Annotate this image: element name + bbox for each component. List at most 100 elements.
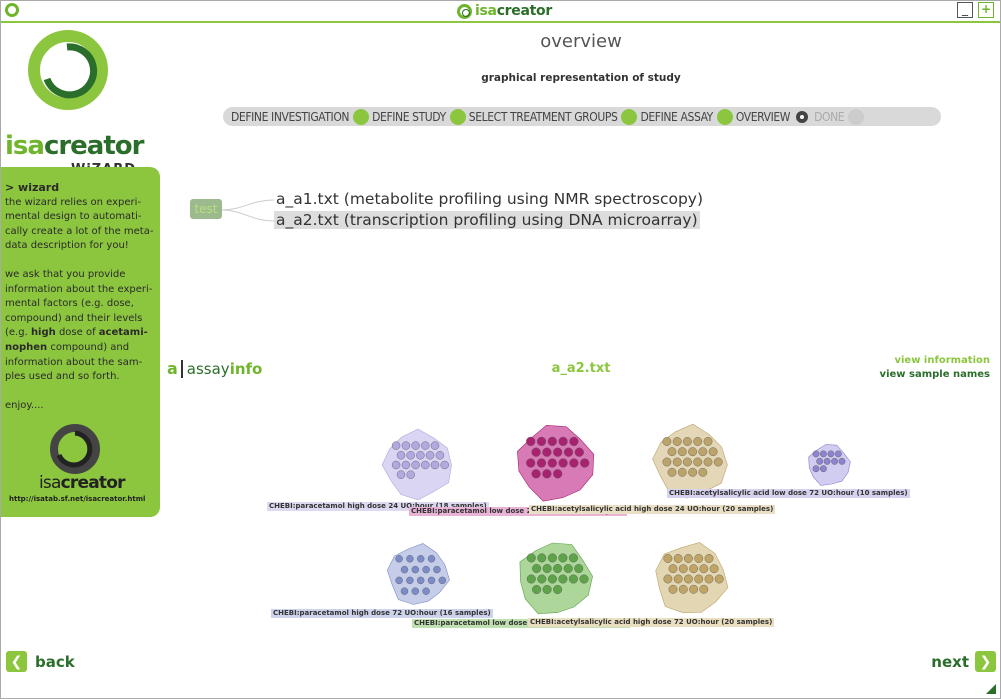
sample-dot[interactable] [526, 458, 536, 468]
sample-dot[interactable] [823, 457, 831, 465]
group-bubble[interactable] [650, 538, 732, 620]
sample-dot[interactable] [684, 554, 693, 563]
back-button[interactable]: ❮ back [6, 651, 75, 672]
step-select-treatment-groups[interactable]: SELECT TREATMENT GROUPS [469, 108, 641, 125]
sample-dot[interactable] [547, 574, 557, 584]
sample-dot[interactable] [422, 587, 430, 595]
step-define-study[interactable]: DEFINE STUDY [372, 108, 469, 125]
sample-dot[interactable] [819, 450, 827, 458]
sample-dot[interactable] [699, 564, 709, 574]
sample-dot[interactable] [391, 460, 401, 470]
sample-dot[interactable] [831, 457, 838, 465]
sample-dot[interactable] [406, 470, 415, 479]
step-overview[interactable]: OVERVIEW [736, 110, 814, 124]
sample-dot[interactable] [547, 458, 557, 468]
sample-dot[interactable] [558, 458, 568, 468]
sample-dot[interactable] [547, 553, 557, 563]
sample-dot[interactable] [688, 467, 697, 477]
sample-dot[interactable] [694, 574, 704, 584]
sample-dot[interactable] [536, 458, 547, 468]
sample-dot[interactable] [391, 441, 401, 450]
sample-dot[interactable] [417, 576, 425, 585]
sample-dot[interactable] [574, 564, 584, 574]
view-information-link[interactable]: view information [894, 355, 990, 366]
sample-dot[interactable] [672, 457, 682, 467]
sample-dot[interactable] [526, 574, 536, 584]
sample-dot[interactable] [677, 467, 687, 477]
sample-dot[interactable] [569, 458, 579, 468]
sample-dot[interactable] [812, 465, 820, 473]
sample-dot[interactable] [663, 574, 673, 584]
sample-dot[interactable] [421, 460, 430, 470]
sample-dot[interactable] [400, 565, 409, 574]
sample-dot[interactable] [427, 555, 436, 563]
sample-dot[interactable] [411, 460, 420, 470]
sample-dot[interactable] [673, 554, 683, 563]
study-node[interactable]: test [190, 199, 222, 219]
sample-dot[interactable] [553, 564, 563, 574]
sample-dot[interactable] [396, 470, 406, 479]
sample-dot[interactable] [536, 436, 547, 447]
sample-dot[interactable] [558, 574, 568, 584]
sample-dot[interactable] [684, 574, 693, 584]
sample-dot[interactable] [580, 458, 590, 468]
group-bubble[interactable] [379, 426, 457, 504]
sample-dot[interactable] [526, 553, 536, 563]
view-sample-names-link[interactable]: view sample names [879, 369, 990, 380]
maximize-button[interactable]: + [978, 2, 994, 18]
sample-dot[interactable] [838, 457, 846, 465]
sample-dot[interactable] [563, 447, 574, 457]
sample-dot[interactable] [553, 447, 563, 457]
next-button[interactable]: next ❯ [931, 651, 996, 672]
sample-dot[interactable] [579, 574, 589, 584]
group-bubble[interactable] [512, 420, 598, 506]
sample-dot[interactable] [401, 441, 411, 450]
sample-dot[interactable] [547, 436, 557, 447]
assay-item[interactable]: a_a1.txt (metabolite profiling using NMR… [276, 190, 704, 208]
sample-dot[interactable] [816, 457, 824, 465]
sample-dot[interactable] [531, 469, 541, 479]
sample-dot[interactable] [395, 576, 403, 585]
sample-dot[interactable] [693, 457, 703, 467]
step-define-investigation[interactable]: DEFINE INVESTIGATION [231, 108, 372, 125]
sample-dot[interactable] [709, 564, 719, 574]
sample-dot[interactable] [411, 587, 419, 595]
sample-dot[interactable] [698, 447, 708, 457]
sample-dot[interactable] [667, 467, 677, 477]
sample-dot[interactable] [672, 437, 682, 446]
sample-dot[interactable] [678, 564, 688, 574]
sample-dot[interactable] [416, 451, 425, 460]
sample-dot[interactable] [400, 587, 409, 595]
sample-dot[interactable] [673, 574, 683, 584]
sample-dot[interactable] [411, 441, 420, 450]
sample-dot[interactable] [401, 460, 411, 470]
sample-dot[interactable] [667, 447, 677, 457]
sample-dot[interactable] [526, 436, 536, 447]
sample-dot[interactable] [569, 436, 579, 447]
sample-dot[interactable] [703, 457, 713, 467]
sample-dot[interactable] [662, 437, 672, 446]
group-bubble[interactable] [804, 440, 854, 490]
sample-dot[interactable] [688, 447, 697, 457]
sample-dot[interactable] [558, 553, 568, 563]
group-bubble[interactable] [513, 537, 597, 621]
sample-dot[interactable] [668, 584, 678, 594]
sample-dot[interactable] [699, 584, 709, 594]
sample-dot[interactable] [406, 576, 414, 585]
sample-dot[interactable] [427, 576, 436, 585]
sample-dot[interactable] [677, 447, 687, 457]
sample-dot[interactable] [663, 554, 673, 563]
sample-dot[interactable] [703, 437, 713, 446]
resize-grip-icon[interactable] [986, 684, 996, 694]
sample-dot[interactable] [694, 554, 704, 563]
sample-dot[interactable] [812, 450, 820, 458]
sidebar-url-link[interactable]: http://isatab.sf.net/isacreator.html [9, 495, 146, 503]
sample-dot[interactable] [430, 441, 440, 450]
step-done[interactable]: DONE [814, 108, 867, 125]
group-bubble[interactable] [383, 540, 453, 610]
sample-dot[interactable] [425, 451, 435, 460]
sample-dot[interactable] [406, 555, 414, 563]
sample-dot[interactable] [678, 584, 688, 594]
sample-dot[interactable] [574, 447, 584, 457]
sample-dot[interactable] [698, 467, 708, 477]
